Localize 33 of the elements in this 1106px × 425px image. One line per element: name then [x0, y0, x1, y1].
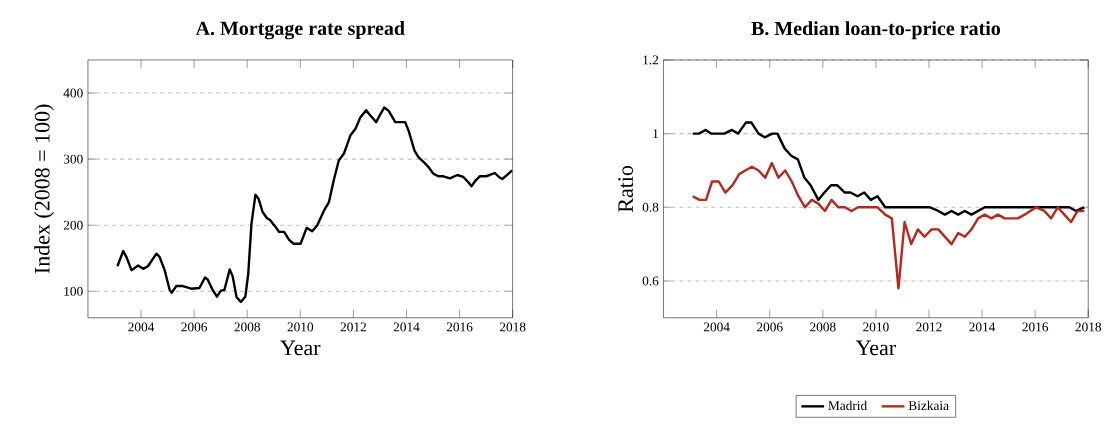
x-tick-label: 2012	[340, 322, 366, 332]
x-tick-label: 2010	[287, 322, 314, 332]
x-tick-label: 2006	[181, 322, 208, 332]
x-tick-label: 2004	[128, 322, 155, 332]
chart-title: A. Mortgage rate spread	[195, 21, 405, 40]
x-tick-label: 2004	[703, 322, 730, 332]
x-tick-label: 2012	[916, 322, 942, 332]
y-tick-label: 1	[653, 129, 659, 139]
legend-label: Madrid	[828, 400, 868, 411]
x-tick-label: 2018	[1075, 322, 1102, 332]
x-tick-label: 2016	[446, 322, 473, 332]
y-tick-label: 300	[63, 154, 83, 164]
y-tick-label: 0.6	[642, 276, 659, 286]
y-axis-title: Ratio	[618, 166, 634, 213]
y-tick-label: 1.2	[643, 55, 659, 65]
y-tick-label: 200	[63, 220, 83, 230]
x-axis-title: Year	[280, 340, 321, 356]
legend-label: Bizkaia	[908, 400, 949, 411]
x-tick-label: 2018	[499, 322, 526, 332]
x-tick-label: 2006	[756, 322, 783, 332]
x-tick-label: 2008	[234, 322, 261, 332]
x-tick-label: 2016	[1022, 322, 1049, 332]
x-tick-label: 2014	[393, 322, 420, 332]
y-tick-label: 0.8	[642, 202, 659, 212]
x-tick-label: 2008	[810, 322, 836, 332]
x-axis-title: Year	[855, 340, 896, 356]
y-tick-label: 400	[63, 88, 83, 98]
x-tick-label: 2010	[863, 322, 889, 332]
chart-title: B. Median loan-to-price ratio	[751, 21, 1001, 40]
y-tick-label: 100	[64, 286, 83, 296]
line-series	[691, 162, 1086, 290]
x-tick-label: 2014	[969, 322, 996, 332]
y-axis-title: Index (2008 = 100)	[34, 104, 55, 274]
